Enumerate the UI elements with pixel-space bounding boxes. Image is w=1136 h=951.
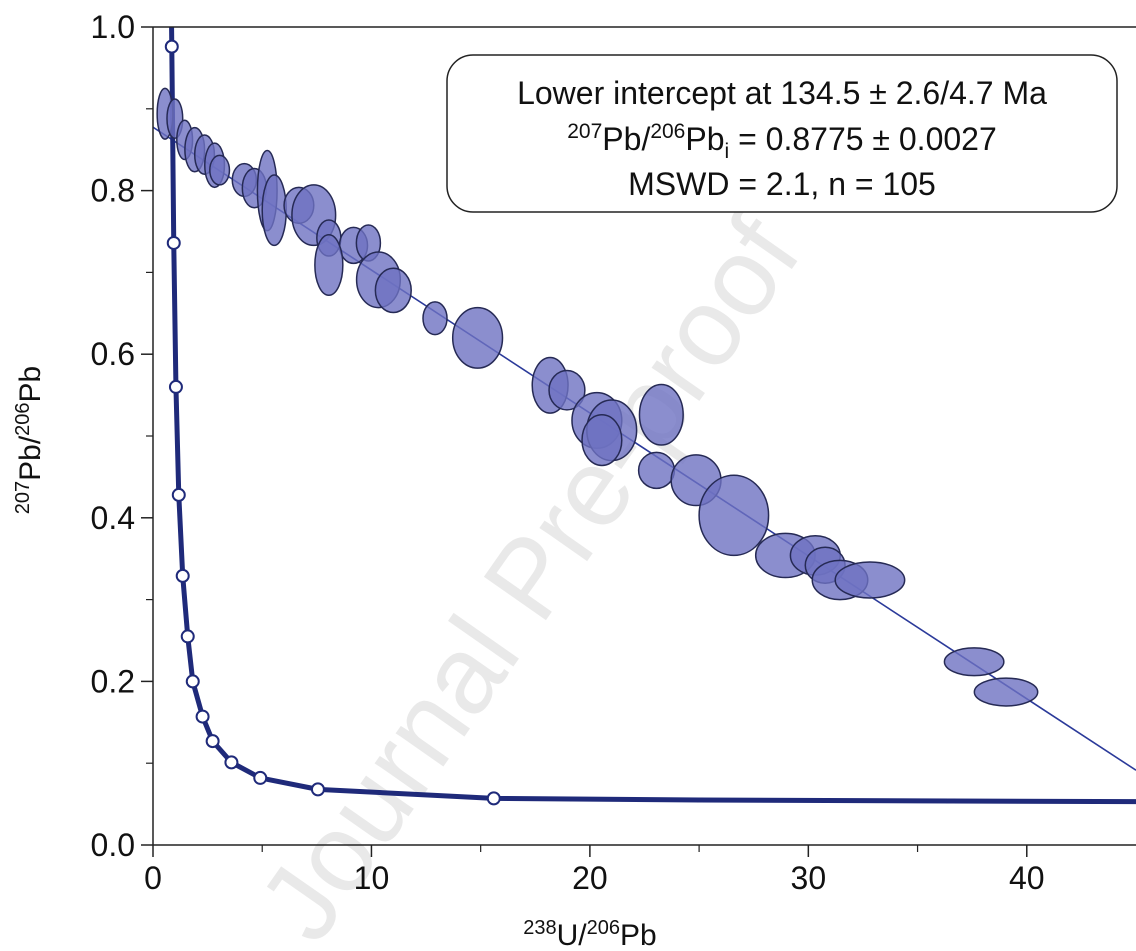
x-tick-label: 10 [354, 860, 390, 896]
x-tick-label: 0 [144, 860, 162, 896]
superscript: 207 [567, 120, 602, 143]
y-tick-label: 0.0 [91, 827, 135, 863]
x-tick-label: 20 [572, 860, 608, 896]
superscript: 206 [587, 917, 620, 939]
y-tick-label: 1.0 [91, 9, 135, 45]
text: Pb [685, 121, 724, 157]
age-marker [164, 39, 179, 54]
y-tick-label: 0.4 [91, 500, 135, 536]
y-tick-label: 0.2 [91, 663, 135, 699]
age-marker [166, 235, 181, 250]
axes: 0 10 20 30 40 0.0 0.2 0.4 0.6 0.8 1.0 [91, 9, 1045, 896]
error-ellipse [698, 474, 770, 557]
age-marker [486, 791, 501, 806]
text: Pb [14, 366, 47, 403]
annotation-line: MSWD = 2.1, n = 105 [628, 166, 936, 202]
x-tick-label: 40 [1009, 860, 1045, 896]
text: = 0.8775 ± 0.0027 [729, 121, 997, 157]
error-ellipse [314, 234, 344, 297]
text: U/ [557, 919, 588, 951]
age-marker [253, 770, 268, 785]
x-tick-label: 30 [791, 860, 827, 896]
error-ellipse [422, 301, 448, 336]
age-marker [195, 709, 210, 724]
error-ellipse [451, 306, 504, 369]
error-ellipse [637, 451, 676, 490]
y-tick-label: 0.6 [91, 336, 135, 372]
superscript: 207 [12, 481, 34, 514]
age-marker [185, 674, 200, 689]
age-marker [310, 782, 325, 797]
age-marker [175, 568, 190, 583]
y-tick-label: 0.8 [91, 173, 135, 209]
superscript: 206 [12, 402, 34, 435]
error-ellipse [374, 267, 412, 314]
age-marker [205, 734, 220, 749]
age-marker [168, 379, 183, 394]
error-ellipse [209, 154, 231, 186]
age-marker [224, 755, 239, 770]
y-axis-label: 207Pb/206Pb [12, 366, 47, 514]
error-ellipse [581, 413, 623, 467]
annotation-line: 207Pb/206Pbi = 0.8775 ± 0.0027 [567, 120, 997, 163]
superscript: 238 [523, 917, 556, 939]
annotation-line: Lower intercept at 134.5 ± 2.6/4.7 Ma [517, 75, 1047, 111]
superscript: 206 [650, 120, 685, 143]
error-ellipse [548, 369, 586, 411]
text: Pb/ [602, 121, 650, 157]
error-ellipse [638, 383, 684, 446]
error-ellipse [973, 677, 1039, 707]
plot-area [153, 27, 1136, 806]
text: Pb [620, 919, 657, 951]
subscript: i [725, 140, 730, 163]
age-marker [180, 629, 195, 644]
age-marker [171, 487, 186, 502]
x-axis-label: 238U/206Pb [523, 917, 656, 951]
watermark: Journal Pre-proof [235, 195, 823, 951]
error-ellipse [261, 174, 288, 247]
text: Pb/ [14, 435, 47, 481]
error-ellipse [834, 561, 906, 599]
error-ellipse [943, 647, 1005, 677]
annotation-box [446, 54, 1118, 213]
